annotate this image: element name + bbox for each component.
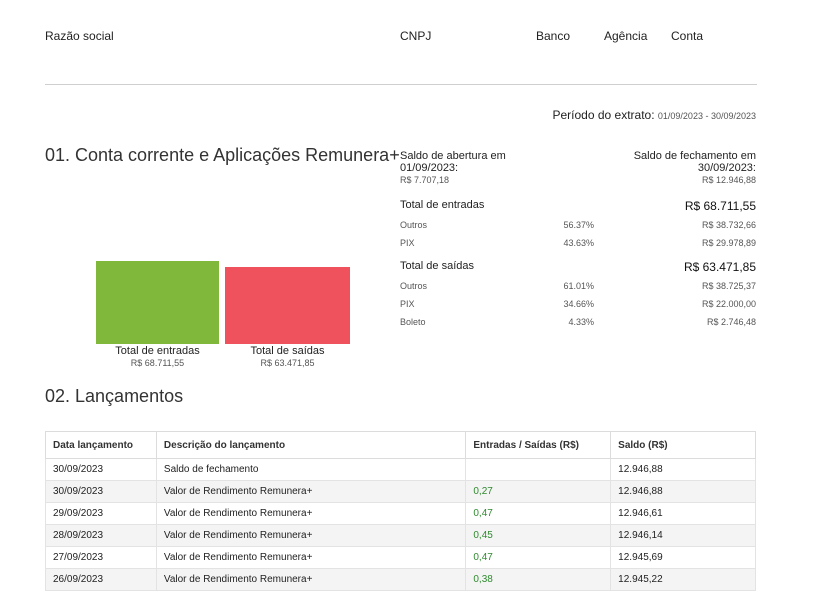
total-saidas-value: R$ 63.471,85 <box>683 260 756 274</box>
row-balance: 12.945,69 <box>610 546 756 569</box>
row-balance: 12.946,14 <box>610 524 756 547</box>
saidas-item: Boleto 4.33% R$ 2.746,48 <box>400 317 756 331</box>
table-row: 28/09/2023 Valor de Rendimento Remunera+… <box>45 524 756 547</box>
saidas-item-name: PIX <box>400 299 415 309</box>
saidas-item-pct: 34.66% <box>563 299 594 309</box>
row-amount <box>465 458 612 481</box>
row-date: 28/09/2023 <box>45 524 157 547</box>
row-description: Valor de Rendimento Remunera+ <box>155 502 467 525</box>
bar-category-label: Total de entradas <box>115 345 200 357</box>
saidas-item-name: Boleto <box>400 317 426 327</box>
bar-value-label: R$ 68.711,55 <box>130 358 185 368</box>
header-conta: Conta <box>671 29 704 43</box>
saidas-item-amount: R$ 38.725,37 <box>701 281 756 291</box>
table-row: 26/09/2023 Valor de Rendimento Remunera+… <box>45 568 756 591</box>
row-balance: 12.945,22 <box>610 568 756 591</box>
row-amount: 0,47 <box>465 502 612 525</box>
bar-caption: Total de saídas R$ 63.471,85 <box>225 345 350 368</box>
table-row: 27/09/2023 Valor de Rendimento Remunera+… <box>45 546 756 569</box>
table-header-row: Data lançamento Descrição do lançamento … <box>45 431 756 459</box>
transactions-table: Data lançamento Descrição do lançamento … <box>45 431 756 591</box>
section1-title: 01. Conta corrente e Aplicações Remunera… <box>45 145 400 165</box>
entradas-item-pct: 56.37% <box>563 220 594 230</box>
saidas-item-amount: R$ 2.746,48 <box>706 317 756 327</box>
bar-caption: Total de entradas R$ 68.711,55 <box>96 345 219 368</box>
row-balance: 12.946,88 <box>610 458 756 481</box>
opening-balance: Saldo de abertura em 01/09/2023: R$ 7.70… <box>400 150 756 186</box>
header-cnpj: CNPJ <box>400 29 432 43</box>
total-entradas-value: R$ 68.711,55 <box>684 199 756 213</box>
opening-value: R$ 7.707,18 <box>400 175 450 185</box>
row-balance: 12.946,61 <box>610 502 756 525</box>
entradas-item-amount: R$ 29.978,89 <box>701 238 756 248</box>
entradas-item-amount: R$ 38.732,66 <box>701 220 756 230</box>
closing-label-2: 30/09/2023: <box>697 162 756 174</box>
row-date: 30/09/2023 <box>45 480 157 503</box>
row-date: 30/09/2023 <box>45 458 157 481</box>
header-agencia: Agência <box>604 29 648 43</box>
entradas-item-name: PIX <box>400 238 415 248</box>
saidas-item-pct: 61.01% <box>563 281 594 291</box>
closing-value: R$ 12.946,88 <box>701 175 756 185</box>
table-row: 30/09/2023 Valor de Rendimento Remunera+… <box>45 480 756 503</box>
row-description: Valor de Rendimento Remunera+ <box>155 568 467 591</box>
row-date: 29/09/2023 <box>45 502 157 525</box>
opening-label-2: 01/09/2023: <box>400 162 459 174</box>
bar-total-saidas <box>225 267 350 344</box>
entradas-item: PIX 43.63% R$ 29.978,89 <box>400 238 756 252</box>
statement-period: Período do extrato: 01/09/2023 - 30/09/2… <box>552 108 756 122</box>
section2-title: 02. Lançamentos <box>45 386 184 406</box>
col-header-amount: Entradas / Saídas (R$) <box>465 431 612 459</box>
row-date: 26/09/2023 <box>45 568 157 591</box>
period-value: 01/09/2023 - 30/09/2023 <box>657 111 756 121</box>
table-row: 29/09/2023 Valor de Rendimento Remunera+… <box>45 502 756 525</box>
saidas-item-name: Outros <box>400 281 428 291</box>
saidas-item: Outros 61.01% R$ 38.725,37 <box>400 281 756 295</box>
row-balance: 12.946,88 <box>610 480 756 503</box>
opening-label-1: Saldo de abertura em <box>400 150 506 162</box>
total-saidas-row: Total de saídas R$ 63.471,85 <box>400 260 756 274</box>
row-description: Valor de Rendimento Remunera+ <box>155 546 467 569</box>
row-amount: 0,38 <box>465 568 612 591</box>
saidas-item-amount: R$ 22.000,00 <box>701 299 756 309</box>
row-amount: 0,47 <box>465 546 612 569</box>
header-divider <box>45 84 757 85</box>
row-description: Valor de Rendimento Remunera+ <box>155 524 467 547</box>
entradas-item-pct: 43.63% <box>563 238 594 248</box>
total-entradas-row: Total de entradas R$ 68.711,55 <box>400 199 756 213</box>
row-description: Valor de Rendimento Remunera+ <box>155 480 467 503</box>
saidas-item-pct: 4.33% <box>568 317 594 327</box>
col-header-date: Data lançamento <box>45 431 157 459</box>
bar-total-entradas <box>96 261 219 344</box>
col-header-balance: Saldo (R$) <box>610 431 756 459</box>
total-saidas-label: Total de saídas <box>400 260 474 272</box>
total-entradas-label: Total de entradas <box>400 199 485 211</box>
closing-label-1: Saldo de fechamento em <box>633 150 756 162</box>
bar-category-label: Total de saídas <box>250 345 325 357</box>
row-date: 27/09/2023 <box>45 546 157 569</box>
row-amount: 0,45 <box>465 524 612 547</box>
saidas-item: PIX 34.66% R$ 22.000,00 <box>400 299 756 313</box>
bar-value-label: R$ 63.471,85 <box>260 358 315 368</box>
period-label: Período do extrato: <box>552 108 655 122</box>
header-razao-social: Razão social <box>45 29 114 43</box>
table-row: 30/09/2023 Saldo de fechamento 12.946,88 <box>45 458 756 481</box>
row-description: Saldo de fechamento <box>155 458 467 481</box>
entradas-item-name: Outros <box>400 220 428 230</box>
entradas-item: Outros 56.37% R$ 38.732,66 <box>400 220 756 234</box>
closing-balance: Saldo de fechamento em 30/09/2023: R$ 12… <box>400 150 756 186</box>
header-banco: Banco <box>536 29 571 43</box>
row-amount: 0,27 <box>465 480 612 503</box>
col-header-description: Descrição do lançamento <box>155 431 467 459</box>
